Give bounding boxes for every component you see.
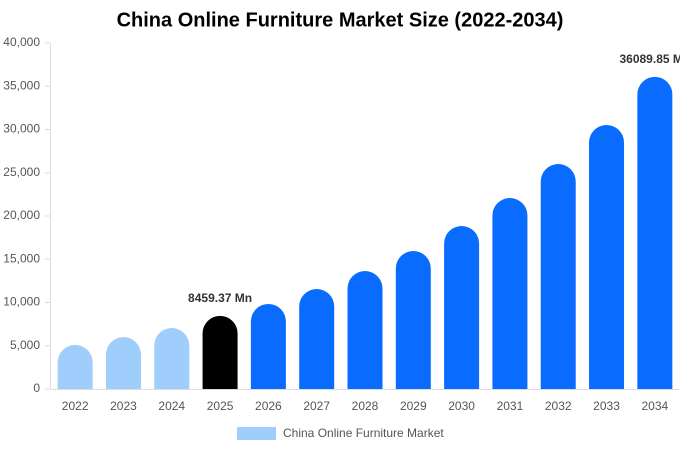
x-tick-label: 2024 — [158, 399, 185, 413]
legend-label: China Online Furniture Market — [283, 426, 444, 440]
value-label: 8459.37 Mn — [188, 291, 252, 305]
x-tick-label: 2025 — [207, 399, 234, 413]
x-tick-label: 2029 — [400, 399, 427, 413]
bar — [299, 289, 335, 389]
x-tick-label: 2027 — [303, 399, 330, 413]
bar — [637, 76, 673, 389]
y-tick-label: 15,000 — [3, 251, 40, 265]
x-tick-label: 2026 — [255, 399, 282, 413]
x-tick-label: 2028 — [352, 399, 379, 413]
y-tick-label: 30,000 — [3, 122, 40, 136]
x-tick-label: 2032 — [545, 399, 572, 413]
y-tick-label: 35,000 — [3, 78, 40, 92]
bar — [589, 125, 625, 390]
y-tick-label: 25,000 — [3, 165, 40, 179]
x-tick-label: 2030 — [448, 399, 475, 413]
bar — [492, 198, 528, 389]
bar — [202, 315, 238, 389]
chart-title: China Online Furniture Market Size (2022… — [117, 9, 564, 31]
x-tick-label: 2022 — [62, 399, 89, 413]
bar — [395, 251, 431, 389]
bar — [540, 164, 576, 389]
value-label: 36089.85 Mn — [619, 52, 680, 66]
bar — [347, 271, 383, 389]
bar — [154, 328, 190, 389]
x-tick-label: 2033 — [593, 399, 620, 413]
bar — [250, 303, 286, 389]
bar — [444, 226, 480, 389]
y-tick-label: 40,000 — [3, 35, 40, 49]
bar — [105, 337, 141, 389]
x-tick-label: 2031 — [497, 399, 524, 413]
x-tick-label: 2034 — [641, 399, 668, 413]
y-tick-label: 10,000 — [3, 295, 40, 309]
legend-swatch — [237, 427, 276, 440]
y-tick-label: 20,000 — [3, 208, 40, 222]
y-tick-label: 0 — [33, 381, 40, 395]
x-tick-label: 2023 — [110, 399, 137, 413]
bar — [57, 344, 93, 389]
y-tick-label: 5,000 — [10, 338, 40, 352]
